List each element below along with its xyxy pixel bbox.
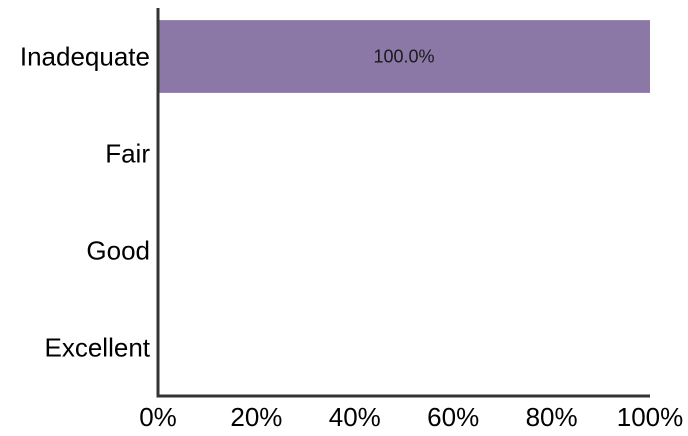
bar-inadequate (158, 20, 650, 93)
category-label-inadequate: Inadequate (20, 42, 150, 72)
x-tick-label: 20% (230, 402, 282, 432)
x-tick-labels-group: 0% 20% 40% 60% 80% 100% (139, 402, 683, 432)
category-label-good: Good (86, 236, 150, 266)
bars-group (158, 20, 650, 93)
data-labels-group: 100.0% (373, 47, 434, 67)
x-tick-label: 80% (526, 402, 578, 432)
x-tick-label: 60% (427, 402, 479, 432)
x-tick-label: 0% (139, 402, 177, 432)
x-tick-label: 100% (617, 402, 684, 432)
category-labels-group: Inadequate Fair Good Excellent (20, 42, 151, 363)
data-label-inadequate: 100.0% (373, 47, 434, 67)
category-label-fair: Fair (105, 139, 150, 169)
x-tick-label: 40% (329, 402, 381, 432)
category-label-excellent: Excellent (45, 333, 151, 363)
